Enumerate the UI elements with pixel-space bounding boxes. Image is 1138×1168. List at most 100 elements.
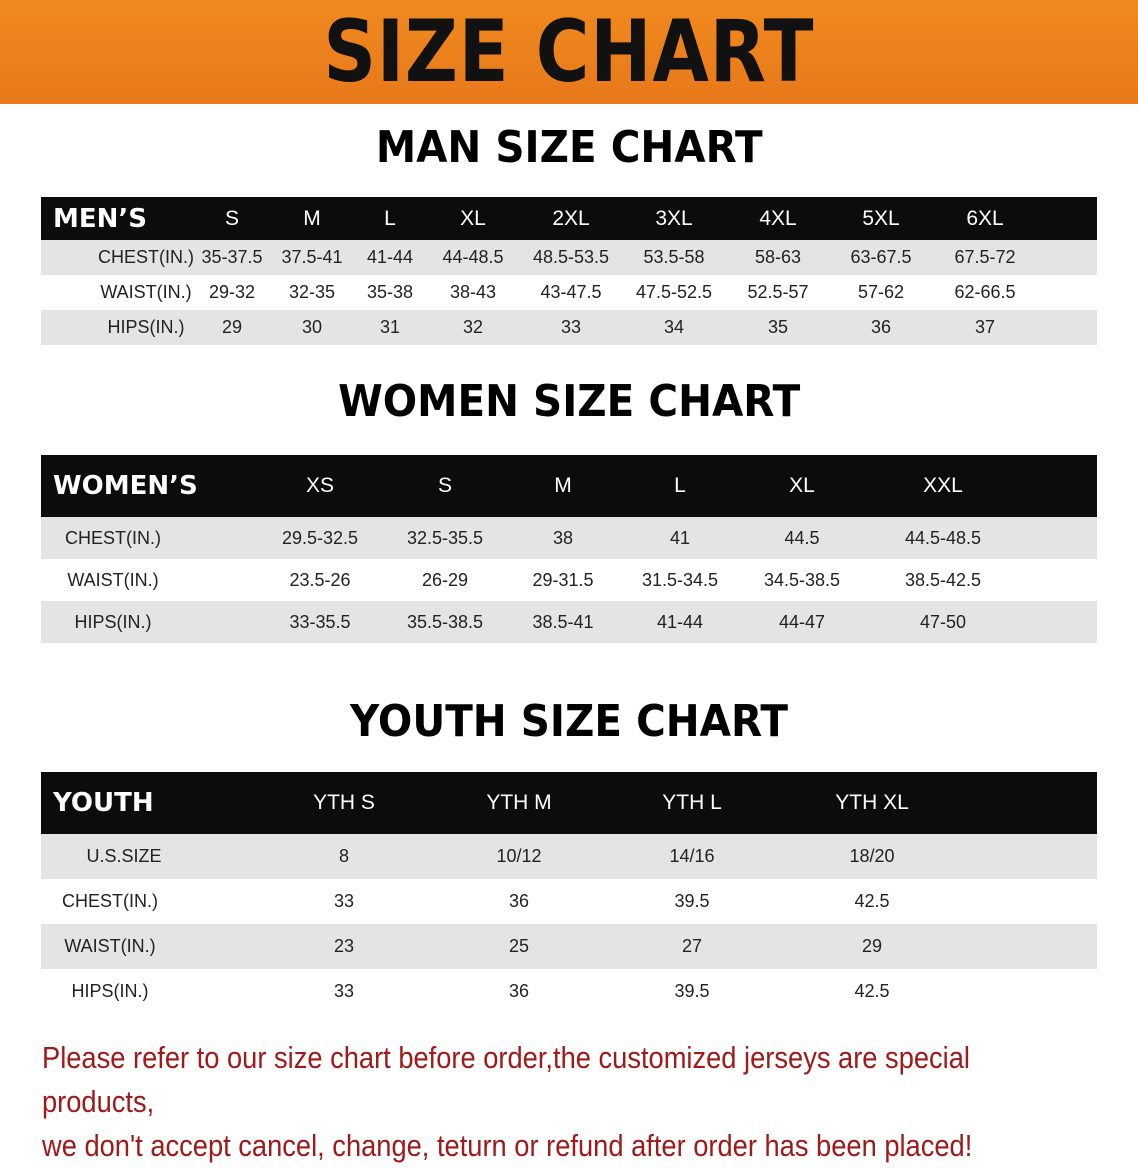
size-header: XXL (923, 474, 963, 497)
table-cell: 42.5 (854, 891, 890, 911)
table-cell: 53.5-58 (643, 247, 705, 267)
table-cell: 35-38 (366, 282, 414, 302)
table-cell: 48.5-53.5 (532, 247, 610, 267)
table-cell: 23.5-26 (289, 569, 351, 590)
size-header: XL (789, 474, 815, 497)
table-cell: 35-37.5 (201, 247, 263, 267)
row-label: CHEST(IN.) (62, 891, 158, 911)
size-header: 6XL (966, 206, 1004, 230)
table-row: CHEST(IN.) 29.5-32.5 32.5-35.5 38 41 44.5 44.5… (41, 517, 1097, 559)
table-cell: 33 (560, 317, 582, 337)
table-cell: 34.5-38.5 (763, 569, 841, 590)
table-cell: 47-50 (919, 611, 967, 632)
table-cell: 27 (681, 936, 703, 956)
notice-line-2: we don't accept cancel, change, teturn o… (42, 1128, 973, 1163)
youth-title: YOUTH SIZE CHART (0, 696, 1138, 747)
men-title: MAN SIZE CHART (0, 122, 1138, 173)
table-cell: 38.5-42.5 (904, 569, 982, 590)
size-header: YTH L (662, 791, 722, 814)
table-cell: 29-32 (208, 282, 256, 302)
table-cell: 44.5-48.5 (904, 527, 982, 548)
table-cell: 35.5-38.5 (406, 611, 484, 632)
row-label: HIPS(IN.) (74, 611, 152, 632)
table-row: U.S.SIZE 8 10/12 14/16 18/20 (41, 834, 1097, 879)
table-cell: 23 (333, 936, 355, 956)
table-row: HIPS(IN.) 33-35.5 35.5-38.5 38.5-41 41-44 44-… (41, 601, 1097, 643)
table-cell: 33 (333, 981, 355, 1001)
table-row: WAIST(IN.) 23 25 27 29 (41, 924, 1097, 969)
size-header: M (554, 474, 572, 497)
table-cell: 10/12 (496, 846, 542, 866)
table-cell: 33 (333, 891, 355, 911)
size-header: 4XL (759, 206, 797, 230)
men-title-text: MAN SIZE CHART (375, 122, 763, 173)
table-cell: 8 (338, 846, 350, 866)
size-header: YTH XL (835, 791, 909, 814)
table-cell: 44.5 (784, 527, 820, 548)
table-cell: 38-43 (449, 282, 497, 302)
table-cell: 41-44 (366, 247, 414, 267)
table-label: MEN’S (53, 203, 147, 234)
size-header: XL (460, 206, 486, 230)
table-cell: 31 (379, 317, 401, 337)
table-row: CHEST(IN.) 35-37.5 37.5-41 41-44 44-48.5 48.5… (41, 240, 1097, 275)
size-header: YTH S (313, 791, 375, 814)
table-row: HIPS(IN.) 33 36 39.5 42.5 (41, 969, 1097, 1014)
table-cell: 32 (462, 317, 484, 337)
header-row: WOMEN’S XS S M L XL XXL (41, 455, 1097, 517)
row-label: U.S.SIZE (86, 846, 162, 866)
table-cell: 43-47.5 (540, 282, 602, 302)
table-cell: 39.5 (674, 981, 710, 1001)
size-header: S (224, 206, 240, 230)
table-cell: 36 (508, 981, 530, 1001)
table-cell: 63-67.5 (850, 247, 912, 267)
table-cell: 33-35.5 (289, 611, 351, 632)
table-cell: 34 (663, 317, 685, 337)
row-label: CHEST(IN.) (65, 527, 161, 548)
table-cell: 25 (508, 936, 530, 956)
table-cell: 18/20 (849, 846, 895, 866)
header-row: YOUTH YTH S YTH M YTH L YTH XL (41, 772, 1097, 834)
table-cell: 44-48.5 (442, 247, 504, 267)
table-cell: 44-47 (778, 611, 826, 632)
row-label: HIPS(IN.) (107, 317, 185, 337)
table-cell: 58-63 (754, 247, 802, 267)
table-cell: 41-44 (656, 611, 704, 632)
size-header: 2XL (552, 206, 590, 230)
table-cell: 52.5-57 (747, 282, 809, 302)
size-header: YTH M (486, 791, 552, 814)
header-row: MEN’S S M L XL 2XL 3XL 4XL 5XL 6XL (41, 197, 1097, 240)
row-label: WAIST(IN.) (100, 282, 192, 302)
size-header: 5XL (862, 206, 900, 230)
table-cell: 62-66.5 (954, 282, 1016, 302)
size-header: M (303, 206, 321, 230)
table-cell: 36 (870, 317, 892, 337)
table-cell: 37.5-41 (281, 247, 343, 267)
table-cell: 37 (974, 317, 996, 337)
table-cell: 67.5-72 (954, 247, 1016, 267)
table-cell: 32-35 (288, 282, 336, 302)
row-label: WAIST(IN.) (67, 569, 159, 590)
size-header: S (437, 474, 453, 497)
women-title-text: WOMEN SIZE CHART (337, 376, 801, 427)
table-cell: 42.5 (854, 981, 890, 1001)
notice: Please refer to our size chart before or… (42, 1036, 992, 1168)
size-header: L (384, 206, 396, 230)
table-cell: 41 (669, 527, 691, 548)
size-header: L (674, 474, 686, 497)
table-cell: 29-31.5 (532, 569, 594, 590)
size-header: 3XL (655, 206, 693, 230)
notice-line-1: Please refer to our size chart before or… (42, 1040, 970, 1119)
row-label: CHEST(IN.) (98, 247, 194, 267)
row-label: HIPS(IN.) (71, 981, 149, 1001)
table-cell: 32.5-35.5 (406, 527, 484, 548)
table-cell: 30 (301, 317, 323, 337)
row-label: WAIST(IN.) (64, 936, 156, 956)
table-cell: 29.5-32.5 (281, 527, 359, 548)
table-cell: 29 (221, 317, 243, 337)
table-cell: 14/16 (669, 846, 715, 866)
table-cell: 39.5 (674, 891, 710, 911)
table-cell: 31.5-34.5 (641, 569, 719, 590)
table-row: HIPS(IN.) 29 30 31 32 33 34 35 36 37 (41, 310, 1097, 345)
women-title: WOMEN SIZE CHART (0, 376, 1138, 427)
